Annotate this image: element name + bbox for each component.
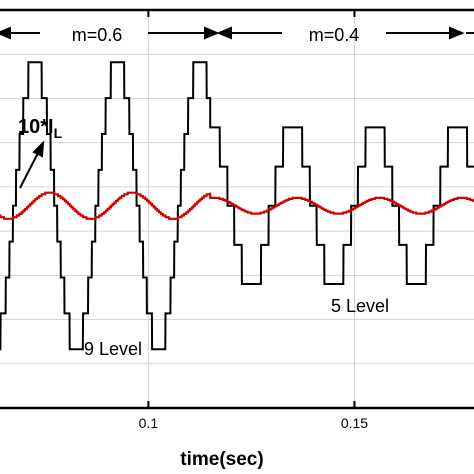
m2-arrow-head-left xyxy=(216,26,232,40)
series-group xyxy=(0,61,474,351)
plot-frame xyxy=(0,8,474,410)
five-level-label: 5 Level xyxy=(331,296,389,316)
current-arrow xyxy=(19,140,45,189)
m2-arrow-head-right xyxy=(449,26,465,40)
x-axis-label: time(sec) xyxy=(180,449,263,470)
current-label: 10*IL xyxy=(18,116,63,141)
nine-level-label: 9 Level xyxy=(84,339,142,359)
m1-label: m=0.6 xyxy=(72,25,123,45)
voltage-waveform-line xyxy=(0,61,474,351)
x-tick-label: 0.1 xyxy=(139,415,159,431)
m2-label: m=0.4 xyxy=(309,25,360,45)
x-tick-label: 0.15 xyxy=(341,415,368,431)
m1-arrow-head-right xyxy=(204,26,220,40)
m-annotations xyxy=(0,26,474,40)
m1-arrow-head-left xyxy=(0,26,11,40)
current-label-sub: L xyxy=(54,125,63,141)
current-waveform-line xyxy=(0,191,474,220)
current-label-main: 10*I xyxy=(18,116,54,138)
x-ticks: 0.1 0.15 xyxy=(139,10,368,431)
